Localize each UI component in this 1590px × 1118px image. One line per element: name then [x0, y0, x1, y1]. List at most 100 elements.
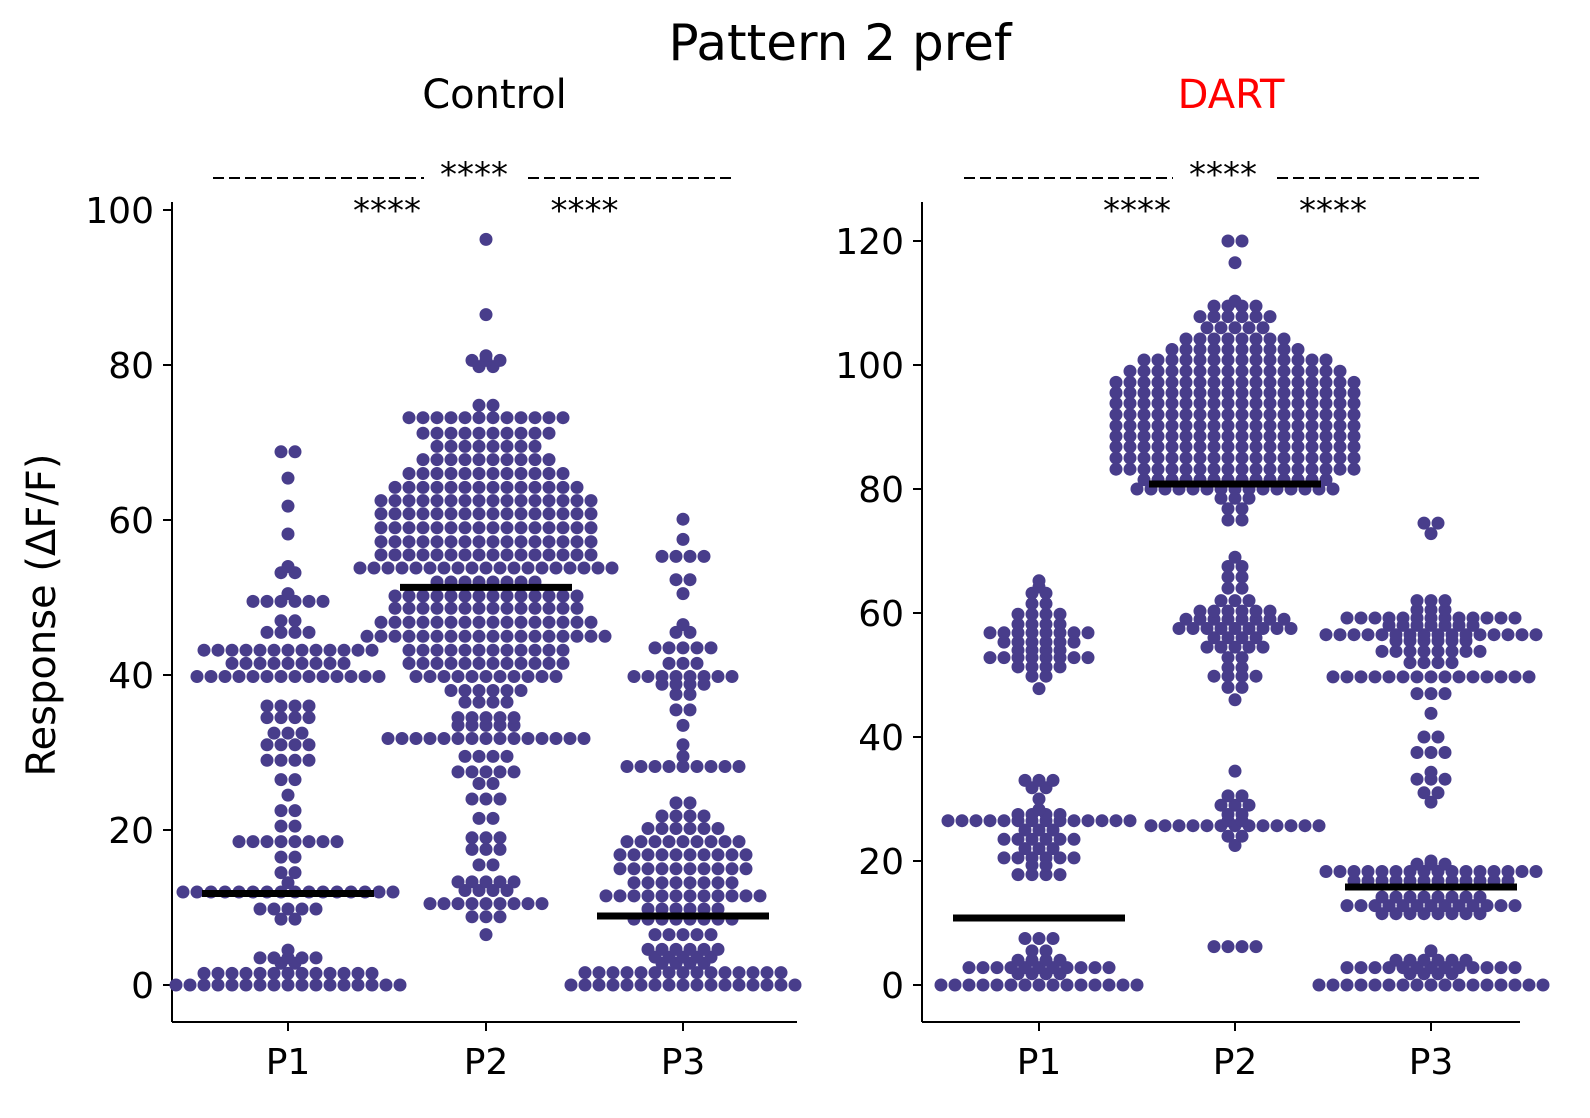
data-point [1263, 462, 1277, 476]
data-point [423, 670, 437, 683]
data-point [1319, 451, 1333, 465]
data-point [430, 453, 444, 467]
data-point [725, 889, 739, 903]
data-point [1333, 462, 1347, 476]
data-point [479, 875, 493, 889]
data-point [521, 670, 535, 683]
data-point [1417, 730, 1431, 744]
data-point [437, 897, 451, 911]
data-point [379, 978, 393, 992]
data-point [351, 643, 365, 657]
data-point [1032, 792, 1046, 806]
data-point [1312, 978, 1326, 992]
data-point [641, 902, 655, 916]
data-point [1179, 440, 1193, 454]
y-axis-label: Response (ΔF/F) [19, 454, 65, 777]
data-point [1333, 386, 1347, 400]
data-point [1235, 581, 1249, 595]
data-point [1221, 661, 1235, 675]
data-point [260, 835, 274, 849]
data-point [1193, 364, 1207, 378]
data-point [1179, 408, 1193, 422]
data-point [309, 643, 323, 657]
data-point [1424, 978, 1438, 992]
data-point [1179, 429, 1193, 443]
data-point [316, 594, 330, 608]
data-point [302, 738, 316, 752]
data-point [1235, 462, 1249, 476]
data-point [746, 978, 760, 992]
data-point [500, 439, 514, 453]
data-point [1102, 961, 1116, 975]
data-point [697, 862, 711, 876]
data-point [1165, 386, 1179, 400]
data-point [1424, 670, 1438, 684]
data-point [1249, 631, 1263, 645]
data-point [1333, 865, 1347, 878]
data-point [1333, 375, 1347, 389]
data-point [563, 561, 577, 575]
data-point [288, 738, 302, 752]
data-point [1480, 611, 1494, 625]
data-point [563, 732, 577, 745]
data-point [1319, 353, 1333, 367]
data-point [556, 494, 570, 508]
data-point [507, 732, 521, 745]
data-point [1235, 560, 1249, 573]
data-point [549, 732, 563, 745]
data-point [1053, 617, 1067, 631]
data-point [1235, 353, 1249, 367]
data-point [1172, 819, 1186, 833]
data-point [1221, 829, 1235, 843]
data-point [225, 656, 239, 670]
data-point [458, 411, 472, 425]
data-point [556, 535, 570, 549]
data-point [211, 978, 225, 992]
data-point [288, 699, 302, 713]
data-point [556, 629, 570, 643]
data-point [1410, 772, 1424, 786]
data-point [388, 615, 402, 629]
data-point [627, 848, 641, 862]
control-sig-p1-p2: **** [353, 191, 421, 231]
data-point [662, 760, 676, 773]
data-point [416, 535, 430, 549]
data-point [669, 902, 683, 916]
data-point [1221, 419, 1235, 433]
data-point [486, 439, 500, 453]
data-point [444, 548, 458, 562]
data-point [1340, 961, 1354, 975]
data-point [197, 643, 211, 657]
data-point [423, 897, 437, 911]
data-point [1207, 332, 1221, 346]
data-point [1501, 865, 1515, 878]
data-point [402, 411, 416, 425]
data-point [295, 656, 309, 670]
data-point [1109, 396, 1123, 410]
data-point [746, 966, 760, 980]
data-point [1193, 310, 1207, 324]
data-point [486, 507, 500, 521]
data-point [676, 835, 690, 849]
data-point [330, 835, 344, 849]
data-point [430, 494, 444, 508]
data-point [1249, 299, 1263, 313]
data-point [1221, 429, 1235, 443]
data-point [1228, 693, 1242, 707]
data-point [360, 629, 374, 643]
data-point [1018, 823, 1032, 837]
data-point [500, 426, 514, 440]
data-point [962, 978, 976, 992]
data-point [1032, 682, 1046, 696]
data-point [239, 656, 253, 670]
data-point [500, 480, 514, 494]
data-point [472, 494, 486, 508]
data-point [1277, 386, 1291, 400]
data-point [1074, 961, 1088, 975]
data-point [564, 978, 578, 992]
data-point [1368, 670, 1382, 684]
data-point [1228, 594, 1242, 608]
data-point [1431, 953, 1445, 967]
data-point [676, 656, 690, 670]
data-point [493, 711, 507, 725]
